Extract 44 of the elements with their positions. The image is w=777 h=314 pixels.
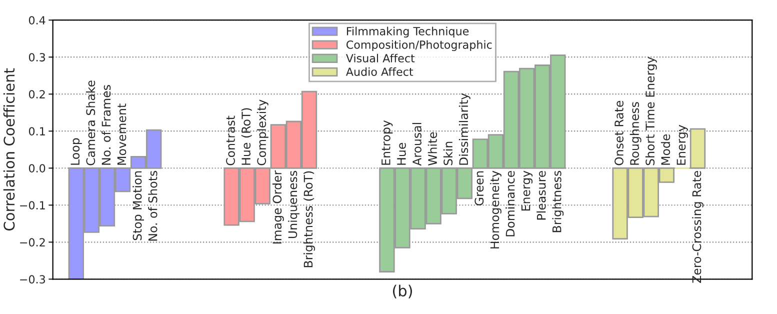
x-tick-label: Roughness (630, 102, 642, 165)
x-tick-label: Mode (660, 134, 670, 165)
x-tick-label: Onset Rate (614, 100, 624, 166)
x-tick-label: White (428, 132, 437, 166)
x-axis-title: (b) (392, 284, 412, 298)
y-tick-label: −0.2 (20, 238, 45, 247)
x-tick-label: Dissimilarity (458, 93, 470, 165)
x-tick-label: Brightness (RoT) (304, 171, 315, 268)
x-tick-label: Energy (676, 124, 688, 165)
x-tick-label: Skin (443, 142, 453, 166)
x-tick-label: Contrast (226, 116, 235, 166)
x-tick-label: Green (474, 171, 484, 206)
x-tick-label: Pleasure (536, 170, 546, 220)
y-axis-title: Correlation Coefficient (3, 68, 15, 231)
x-tick-label: Entropy (382, 120, 393, 165)
y-tick-label: −0.1 (20, 201, 45, 210)
x-tick-label: Uniqueness (288, 170, 300, 238)
x-tick-label: Short Time Energy (645, 56, 657, 166)
y-tick-label: 0.0 (28, 164, 46, 173)
y-tick-label: 0.1 (28, 127, 45, 136)
y-tick-label: 0.3 (28, 53, 45, 62)
y-tick-label: 0.4 (28, 16, 46, 24)
x-tick-label: No. of Shots (148, 170, 158, 241)
x-tick-label: Zero-Crossing Rate (692, 170, 704, 283)
x-tick-label: Loop (70, 138, 82, 165)
legend-label: Visual Affect (346, 54, 415, 62)
legend-label: Composition/Photographic (346, 40, 492, 52)
x-tick-label: Movement (117, 104, 126, 165)
x-tick-label: Camera Shake (86, 80, 96, 166)
x-tick-label: Stop Motion (132, 171, 144, 240)
x-tick-label: Brightness (552, 170, 564, 232)
x-tick-label: Homogeneity (490, 170, 502, 248)
x-tick-label: Energy (521, 170, 533, 211)
x-tick-label: Dominance (506, 170, 515, 236)
x-tick-label: Arousal (412, 122, 422, 166)
x-tick-label: No. of Frames (102, 85, 111, 165)
legend-label: Audio Affect (346, 67, 414, 76)
y-tick-label: −0.3 (20, 275, 45, 284)
legend-label: Filmmaking Technique (346, 26, 469, 38)
y-tick-label: 0.2 (28, 90, 45, 98)
x-tick-label: Hue (397, 142, 406, 165)
x-tick-label: Complexity (256, 100, 268, 166)
x-tick-label: Hue (RoT) (241, 108, 252, 165)
x-tick-label: Image Order (272, 170, 284, 244)
